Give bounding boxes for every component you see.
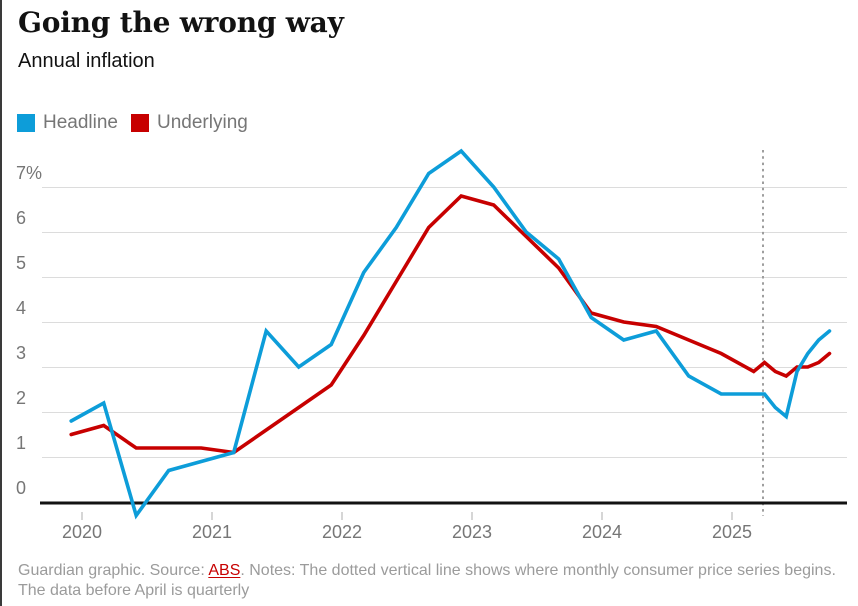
- gridline: [42, 456, 847, 458]
- y-axis-tick-label: 5: [16, 253, 27, 273]
- footer-credit: Guardian graphic. Source:: [18, 562, 209, 579]
- x-axis-tick-label: 2023: [451, 522, 493, 542]
- legend-label-underlying: Underlying: [157, 112, 248, 133]
- source-link[interactable]: ABS: [208, 562, 241, 579]
- underlying-series-line: [69, 193, 832, 455]
- gridline: [42, 276, 847, 278]
- y-axis-tick-label: 2: [16, 388, 27, 408]
- x-axis-tick-label: 2021: [191, 522, 233, 542]
- gridline: [42, 186, 847, 188]
- y-axis-tick-label: 3: [16, 343, 27, 363]
- footer-notes: Guardian graphic. Source: ABS. Notes: Th…: [18, 561, 850, 600]
- x-axis-tick-label: 2024: [581, 522, 623, 542]
- gridline: [42, 411, 847, 413]
- headline-series-line: [69, 148, 832, 520]
- legend: Headline Underlying: [17, 112, 248, 134]
- y-axis-tick-label: 4: [16, 298, 27, 318]
- gridline: [42, 321, 847, 323]
- chart-title: Going the wrong way: [18, 6, 344, 39]
- footer-note-line2: The data before April is quarterly: [18, 581, 250, 599]
- chart-subtitle: Annual inflation: [18, 50, 155, 72]
- x-axis-tick-label: 2020: [61, 522, 103, 542]
- y-axis-tick-label: 0: [16, 478, 27, 498]
- underlying-swatch-icon: [131, 114, 149, 132]
- y-axis-tick-label: 1: [16, 433, 27, 453]
- legend-item-underlying: Underlying: [131, 112, 248, 134]
- headline-swatch-icon: [17, 114, 35, 132]
- y-axis-tick-label: 6: [16, 208, 27, 228]
- x-axis-tick-label: 2025: [711, 522, 753, 542]
- y-axis-tick-label: 7%: [16, 163, 43, 183]
- gridline: [42, 501, 847, 503]
- footer-note-text: . Notes: The dotted vertical line shows …: [240, 562, 836, 579]
- x-axis-tick-label: 2022: [321, 522, 363, 542]
- legend-item-headline: Headline: [17, 112, 118, 134]
- gridline: [42, 366, 847, 368]
- legend-label-headline: Headline: [43, 112, 118, 133]
- gridline: [42, 231, 847, 233]
